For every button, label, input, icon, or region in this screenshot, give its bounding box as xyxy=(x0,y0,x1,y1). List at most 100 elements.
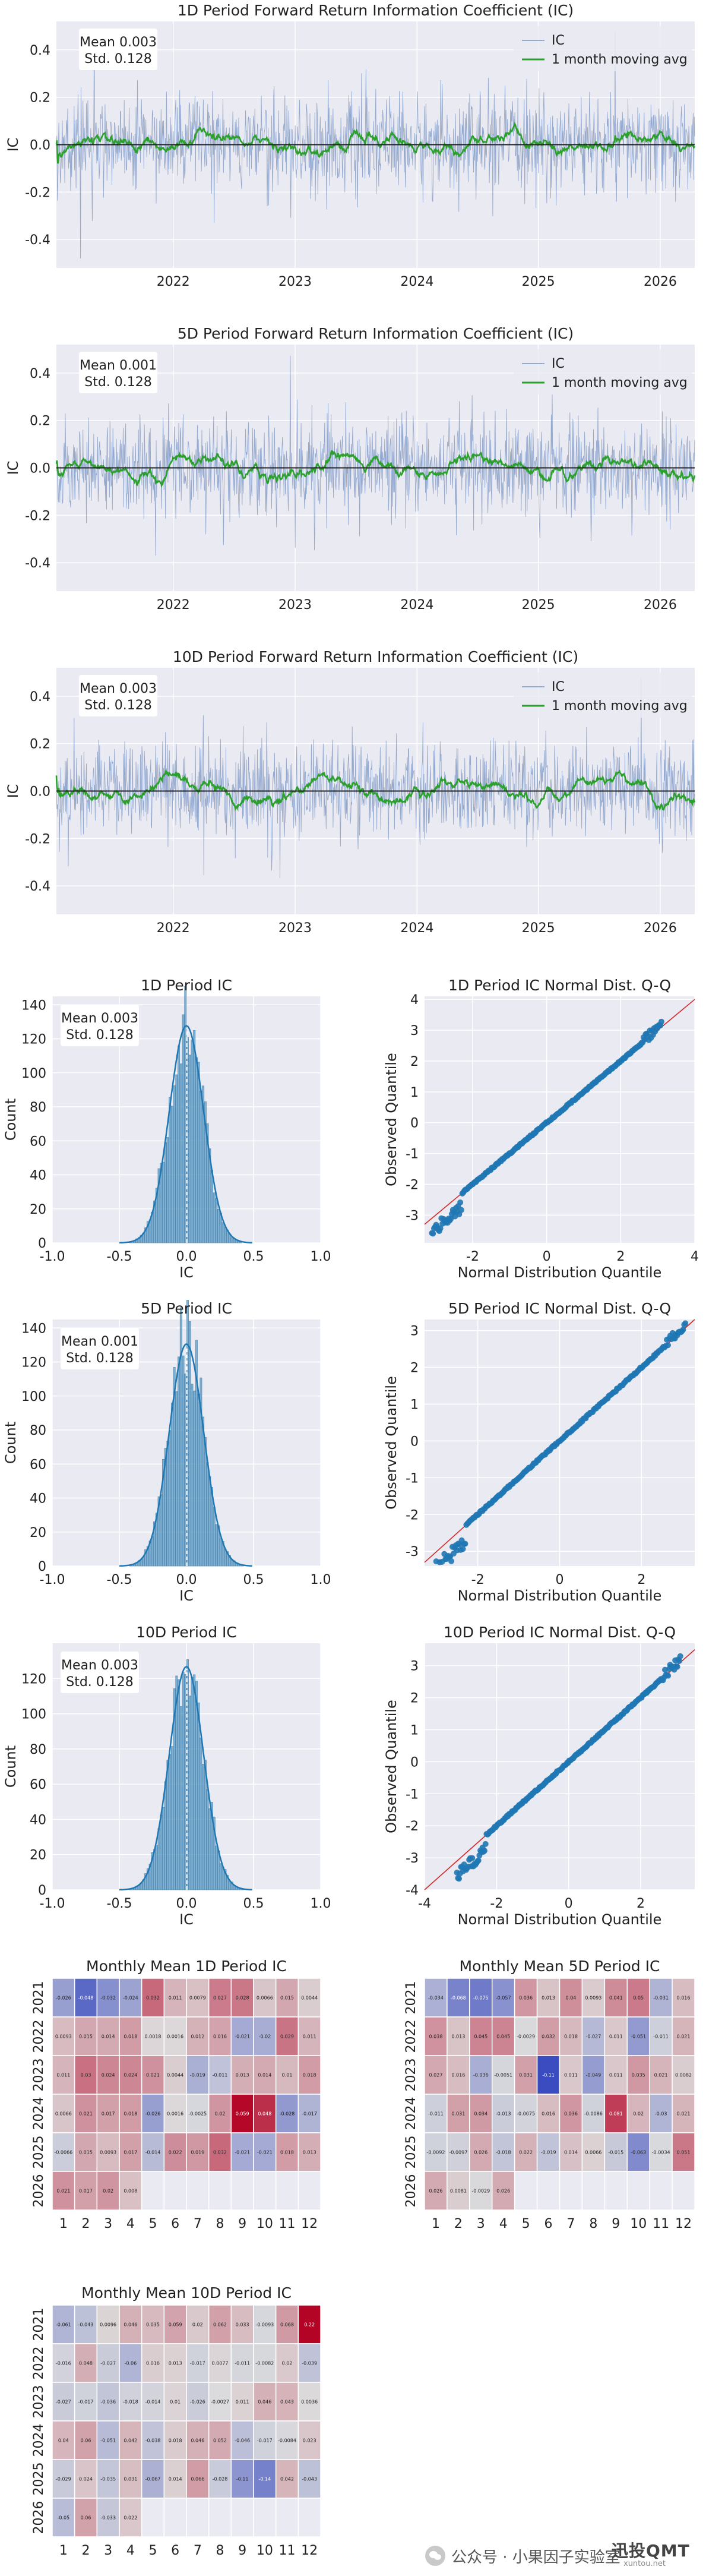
qq-point xyxy=(469,1855,476,1861)
row-label: 2021 xyxy=(404,1981,419,2015)
hist-bar xyxy=(173,1367,176,1567)
heatmap-cell-label: 0.066 xyxy=(191,2477,204,2482)
watermark: 公众号 · 小果因子实验室 xyxy=(425,2544,698,2568)
row-label: 2023 xyxy=(31,2059,46,2092)
ic-series-line xyxy=(56,677,695,878)
hist-bar xyxy=(182,1672,185,1890)
y-tick-label: -2 xyxy=(406,1177,419,1192)
heatmap-cell xyxy=(275,2094,299,2133)
heatmap-cell-label: -0.027 xyxy=(100,2361,116,2366)
col-label: 4 xyxy=(126,2217,135,2231)
heatmap-cell-label: 0.008 xyxy=(124,2189,137,2194)
chart-title: 10D Period Forward Return Information Co… xyxy=(173,648,578,665)
hist-bar xyxy=(169,1097,172,1243)
row-label: 2022 xyxy=(31,2020,46,2053)
hist-bar xyxy=(204,1437,207,1567)
col-label: 10 xyxy=(630,2217,647,2231)
heatmap-cell-label: 0.021 xyxy=(146,2073,160,2078)
y-tick-label: -3 xyxy=(406,1851,419,1866)
legend-box xyxy=(514,673,692,718)
heatmap-cell-label: 0.013 xyxy=(303,2150,316,2155)
y-tick-label: -3 xyxy=(406,1545,419,1560)
heatmap-cell-label: 0.017 xyxy=(124,2150,137,2155)
heatmap-cell xyxy=(297,2055,321,2095)
heatmap-cell xyxy=(626,2094,650,2133)
heatmap-cell-label: 0.011 xyxy=(236,2400,249,2405)
heatmap-cell xyxy=(74,2055,98,2095)
heatmap-cell-label: 0.03 xyxy=(81,2073,91,2078)
row-label: 2024 xyxy=(31,2097,46,2130)
heatmap-cell-label: -0.0097 xyxy=(449,2150,467,2155)
chart-title: Monthly Mean 10D Period IC xyxy=(81,2284,292,2302)
col-label: 10 xyxy=(257,2217,273,2231)
heatmap-cell xyxy=(447,2171,470,2211)
heatmap-cell xyxy=(74,2498,98,2537)
heatmap-cell xyxy=(297,1978,321,2018)
chart-title: Monthly Mean 5D Period IC xyxy=(460,1958,660,1975)
hist-bar xyxy=(144,1227,147,1243)
stats-std: Std. 0.128 xyxy=(84,52,152,67)
y-tick-label: 2 xyxy=(410,1691,419,1706)
heatmap-cell xyxy=(163,2094,187,2133)
monthly-heatmap-2: -0.034 -0.068 -0.075 -0.057 0.036 0.013 0.04 0.… xyxy=(404,1958,695,2231)
heatmap-cell-label: -0.017 xyxy=(78,2400,94,2405)
y-tick-label: -2 xyxy=(406,1819,419,1834)
hist-bar xyxy=(160,1814,163,1890)
heatmap-cell xyxy=(230,2498,254,2537)
heatmap-cell xyxy=(208,2016,232,2056)
heatmap-cell-label: 0.059 xyxy=(169,2322,182,2328)
x-tick-label: -1.0 xyxy=(40,1896,65,1911)
heatmap-cell-label: 0.042 xyxy=(124,2438,137,2444)
col-label: 1 xyxy=(59,2543,68,2558)
qq-point xyxy=(682,1320,689,1327)
heatmap-cell-label: 0.027 xyxy=(429,2073,443,2078)
heatmap-cell-label: -0.051 xyxy=(631,2034,646,2040)
heatmap-cell xyxy=(186,2498,210,2537)
col-label: 12 xyxy=(675,2217,692,2231)
hist-bar xyxy=(173,1688,176,1890)
col-label: 7 xyxy=(194,2217,202,2231)
heatmap-cell xyxy=(208,2382,232,2422)
col-label: 12 xyxy=(301,2543,318,2558)
col-label: 1 xyxy=(59,2217,68,2231)
heatmap-cell-label: 0.018 xyxy=(124,2034,137,2040)
heatmap-cell-label: 0.011 xyxy=(609,2073,623,2078)
hist-bar xyxy=(155,1188,158,1243)
heatmap-cell xyxy=(230,2094,254,2133)
heatmap-cell-label: 0.0093 xyxy=(55,2034,72,2040)
y-tick-label: 2 xyxy=(410,1055,419,1069)
heatmap-cell-label: -0.026 xyxy=(145,2111,161,2117)
col-label: 4 xyxy=(126,2543,135,2558)
hist-bar xyxy=(197,1702,200,1890)
heatmap-cell xyxy=(559,2094,583,2133)
heatmap-cell xyxy=(297,2132,321,2172)
hist-bar xyxy=(164,1781,167,1890)
hist-bar xyxy=(153,1201,156,1243)
heatmap-cell-label: 0.0081 xyxy=(450,2189,467,2194)
x-tick-label: 2023 xyxy=(278,921,312,936)
heatmap-cell-label: 0.068 xyxy=(280,2322,294,2328)
heatmap-cell-label: 0.026 xyxy=(496,2189,510,2194)
y-tick-label: -0.4 xyxy=(25,879,50,894)
stats-box xyxy=(79,29,157,70)
ic-series-line xyxy=(56,355,695,556)
hist-bar xyxy=(215,1198,218,1243)
y-tick-label: 0.2 xyxy=(30,91,50,106)
stats-mean: Mean 0.001 xyxy=(80,358,157,373)
col-label: 2 xyxy=(82,2543,90,2558)
y-axis-label: IC xyxy=(5,138,21,152)
heatmap-cell-label: -0.0082 xyxy=(255,2361,274,2366)
x-axis-label: IC xyxy=(179,1911,194,1928)
heatmap-cell xyxy=(275,2343,299,2383)
x-axis-label: Normal Distribution Quantile xyxy=(458,1264,662,1281)
hist-bar xyxy=(151,1852,154,1890)
x-tick-label: 0.0 xyxy=(176,1896,197,1911)
heatmap-cell xyxy=(447,2016,470,2056)
x-tick-label: 0 xyxy=(543,1249,551,1264)
y-tick-label: -1 xyxy=(406,1147,419,1162)
qq-panel-2: -3 -2 -1 0 1 2 3 -2 0 2 5D Period IC Normal Dist. … xyxy=(383,1300,695,1604)
hist-bar xyxy=(188,1696,191,1890)
y-tick-label: 120 xyxy=(21,1672,46,1687)
heatmap-cell-label: 0.033 xyxy=(236,2322,249,2328)
stats-box xyxy=(61,1005,139,1046)
